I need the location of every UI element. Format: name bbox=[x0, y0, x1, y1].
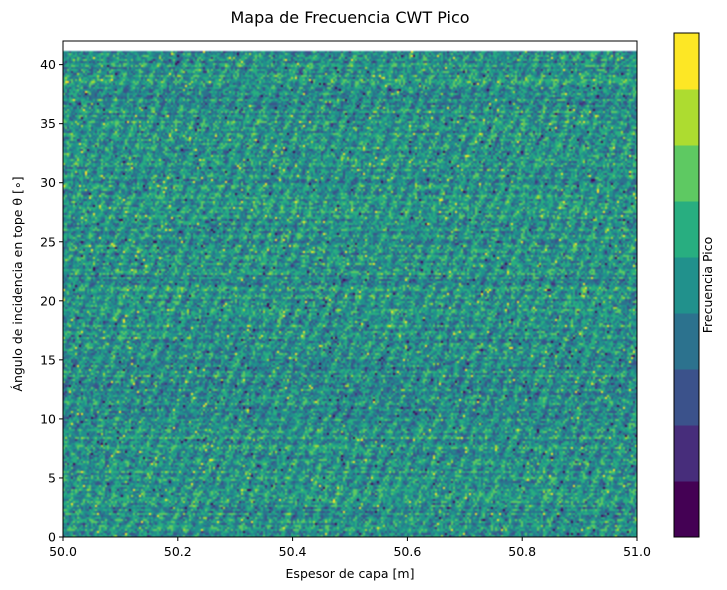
colorbar-segment bbox=[674, 369, 699, 426]
colorbar-segment bbox=[674, 201, 699, 258]
y-tick-label: 30 bbox=[40, 175, 56, 190]
x-axis-label: Espesor de capa [m] bbox=[286, 566, 415, 581]
colorbar-segment bbox=[674, 33, 699, 90]
colorbar-segment bbox=[674, 425, 699, 482]
x-tick-label: 50.2 bbox=[164, 544, 192, 559]
y-tick-label: 25 bbox=[40, 234, 56, 249]
colorbar-segment bbox=[674, 481, 699, 538]
colorbar-label: Frecuencia Pico bbox=[700, 237, 715, 333]
y-tick-label: 40 bbox=[40, 57, 56, 72]
y-axis-ticks: 0 5 10 15 20 25 30 35 40 bbox=[40, 57, 63, 545]
x-tick-label: 50.0 bbox=[49, 544, 77, 559]
plot-area bbox=[62, 40, 638, 538]
colorbar-segment bbox=[674, 145, 699, 202]
y-tick-label: 0 bbox=[48, 530, 56, 545]
y-axis-label: Ángulo de incidencia en tope θ [∘] bbox=[10, 176, 25, 391]
x-tick-label: 50.8 bbox=[508, 544, 536, 559]
plot-frame bbox=[62, 40, 638, 538]
y-tick-label: 20 bbox=[40, 293, 56, 308]
chart-title: Mapa de Frecuencia CWT Pico bbox=[230, 8, 469, 27]
x-tick-label: 51.0 bbox=[623, 544, 651, 559]
y-tick-label: 10 bbox=[40, 411, 56, 426]
colorbar-segment bbox=[674, 89, 699, 146]
x-tick-label: 50.6 bbox=[393, 544, 421, 559]
heatmap-image bbox=[63, 41, 637, 537]
colorbar-frame bbox=[673, 32, 700, 538]
colorbar-segment bbox=[674, 313, 699, 370]
y-tick-label: 5 bbox=[48, 470, 56, 485]
x-tick-label: 50.4 bbox=[279, 544, 307, 559]
colorbar-segment bbox=[674, 257, 699, 314]
y-tick-label: 15 bbox=[40, 352, 56, 367]
colorbar bbox=[674, 33, 699, 538]
x-axis-ticks: 50.0 50.2 50.4 50.6 50.8 51.0 bbox=[49, 537, 651, 559]
y-tick-label: 35 bbox=[40, 116, 56, 131]
